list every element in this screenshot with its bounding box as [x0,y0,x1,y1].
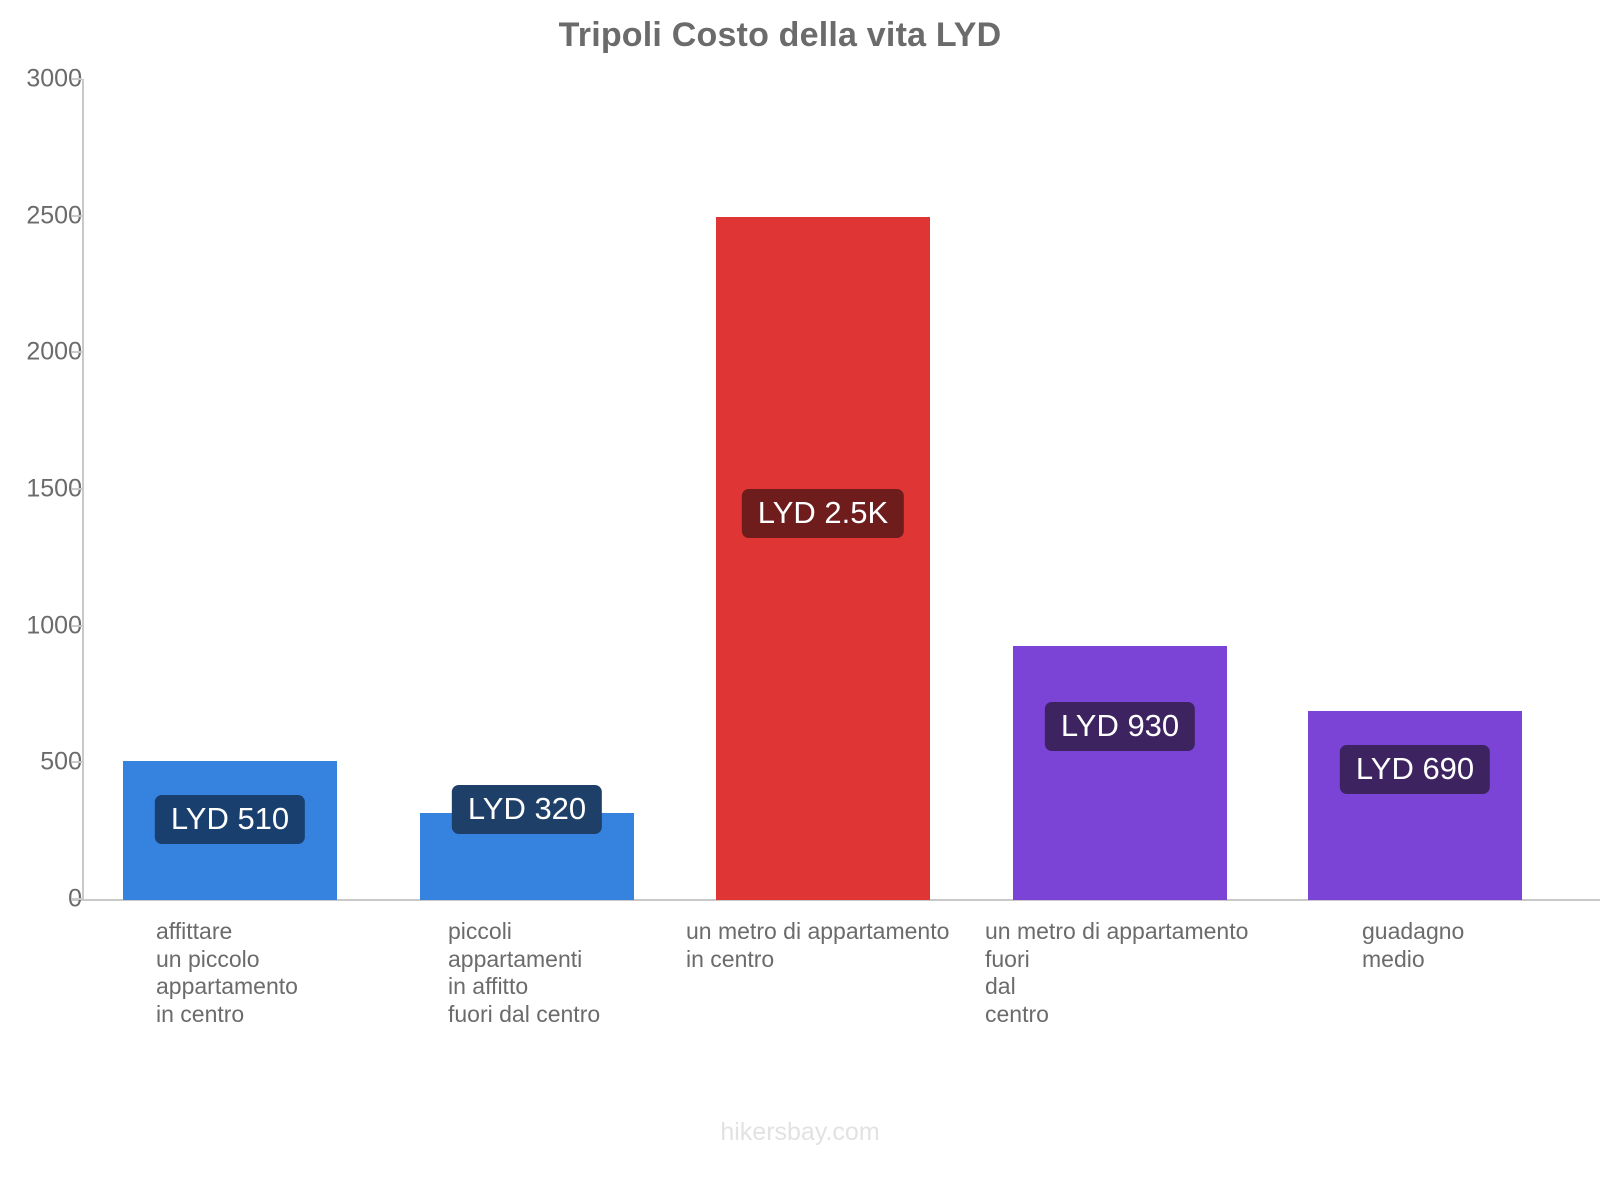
category-label-line: un metro di appartamento [985,918,1249,944]
page-title: Tripoli Costo della vita LYD [558,16,1002,54]
category-label-line: appartamenti [448,945,583,972]
category-label-line: appartamento [156,973,298,999]
y-axis-tick-mark [72,761,82,764]
category-label-line: medio [1362,945,1425,972]
y-axis-tick-mark [72,214,82,217]
y-axis-tick-mark [72,351,82,354]
bar[interactable]: LYD 2.5K [716,216,930,900]
category-label-line: centro [985,1000,1049,1027]
category-label-line: fuori [985,945,1030,972]
category-label-line: fuori dal centro [448,1000,601,1027]
category-label-line: un metro di appartamento [686,918,950,944]
category-label-line: piccoli [448,918,512,944]
bar-value-label: LYD 930 [1044,701,1196,751]
bar-value-label: LYD 690 [1339,745,1491,795]
watermark: hikersbay.com [720,1118,880,1146]
bar[interactable]: LYD 930 [1013,645,1227,900]
y-axis-line [82,79,84,900]
category-label-line: dal [985,973,1016,999]
category-label-line: in centro [686,945,775,972]
x-axis-category-label: un metro di appartamento in centro [686,918,949,973]
bar[interactable]: LYD 690 [1308,711,1522,900]
y-axis-tick-mark [72,898,82,900]
chart-plot-area: 0 500 1000 1500 2000 2500 3000 LYD 510 LYD 320 L… [0,66,1600,1058]
x-axis-category-labels: affittare un piccolo appartamento in centro… [0,918,1600,1058]
bars-group: LYD 510 LYD 320 LYD 2.5K LYD 930 LYD 690 [123,216,1522,900]
x-axis-category-label: guadagno medio [1362,918,1464,973]
y-axis-tick-mark [72,488,82,490]
x-axis-baseline [72,899,1600,901]
category-label-line: in affitto [448,973,529,999]
bar-value-label: LYD 510 [154,794,306,844]
bar-value-label: LYD 320 [451,784,603,834]
category-label-line: guadagno [1362,918,1465,944]
y-axis-tick-mark [72,78,82,80]
bar-value-label: LYD 2.5K [741,488,905,538]
category-label-line: un piccolo [156,945,260,972]
x-axis-category-label: un metro di appartamento fuori dal centro [985,918,1248,1028]
bar[interactable]: LYD 510 [123,760,337,900]
x-axis-category-label: piccoli appartamenti in affitto fuori dal c… [448,918,600,1028]
bar[interactable]: LYD 320 [420,784,634,900]
category-label-line: affittare [156,918,233,944]
category-label-line: in centro [156,1000,245,1027]
y-axis-tick-mark [72,624,82,627]
x-axis-category-label: affittare un piccolo appartamento in centro [156,918,298,1028]
